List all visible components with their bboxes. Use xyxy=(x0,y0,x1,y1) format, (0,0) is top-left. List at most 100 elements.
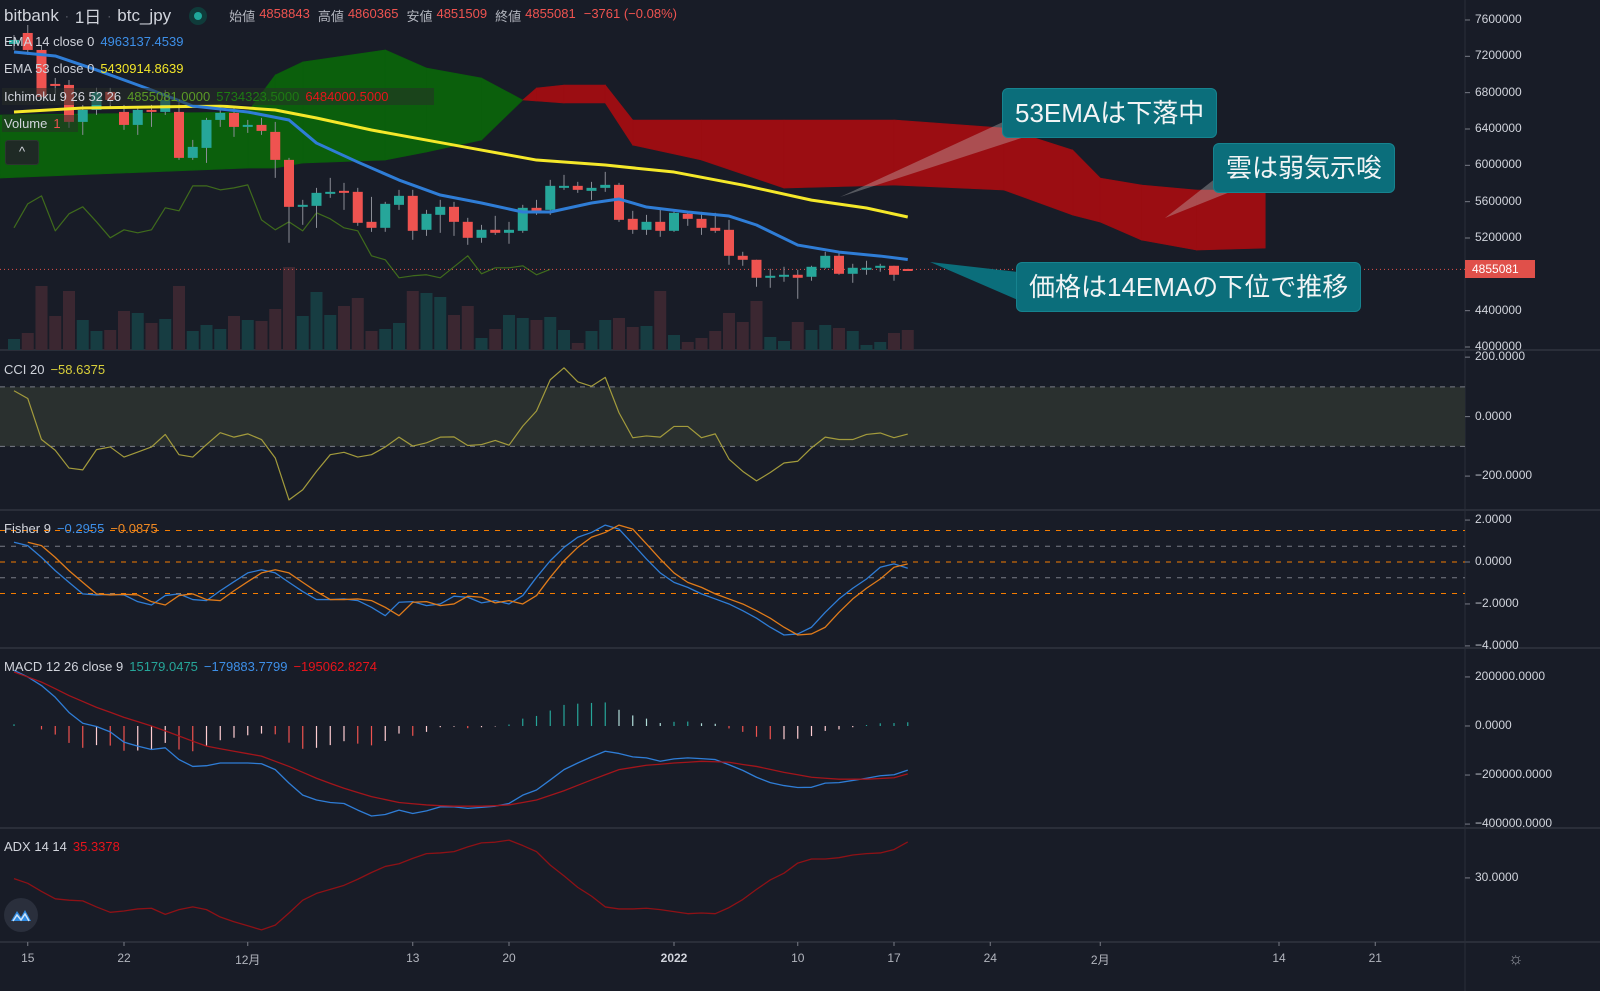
candle-body xyxy=(792,274,803,278)
volume-bar xyxy=(558,330,570,350)
candle-body xyxy=(875,265,886,268)
legend-label: CCI 20 xyxy=(4,362,45,377)
candle-body xyxy=(504,229,514,233)
candle-body xyxy=(256,124,267,131)
adx-axis-label: 30.0000 xyxy=(1475,869,1519,884)
collapse-legend-button[interactable]: ^ xyxy=(5,140,39,165)
volume-bar xyxy=(833,328,845,350)
legend-value: −179883.7799 xyxy=(203,659,288,674)
legend-value: −195062.8274 xyxy=(293,659,377,674)
candle-body xyxy=(559,185,569,188)
legend-ema14[interactable]: EMA 14 close 0 4963137.4539 xyxy=(4,34,189,49)
volume-bar xyxy=(393,323,405,350)
legend-value: −0.0875 xyxy=(110,521,158,536)
fisher-axis-label: 0.0000 xyxy=(1475,554,1512,568)
candle-body xyxy=(339,190,349,193)
callout-ema53[interactable]: 53EMAは下落中 xyxy=(1002,88,1218,138)
volume-bar xyxy=(255,321,268,350)
candle-body xyxy=(696,218,707,228)
candle-body xyxy=(737,255,748,260)
legend-label: Fisher 9 xyxy=(4,521,51,536)
candle-body xyxy=(421,213,432,230)
cci-axis-label: 200.0000 xyxy=(1475,349,1526,364)
volume-bar xyxy=(8,339,20,350)
legend-adx[interactable]: ADX 14 14 35.3378 xyxy=(4,839,126,854)
candle-body xyxy=(600,184,611,188)
macd-axis-label: 200000.0000 xyxy=(1475,668,1546,683)
volume-bar xyxy=(159,319,172,350)
interval[interactable]: 1日 xyxy=(74,8,102,27)
volume-bar xyxy=(406,291,419,350)
legend-volume[interactable]: Volume 1 xyxy=(2,115,78,132)
time-axis-label: 17 xyxy=(887,951,901,965)
candle-body xyxy=(297,204,308,207)
macd-line xyxy=(13,669,908,817)
volume-bar xyxy=(324,315,337,350)
ichimoku-cloud-segment xyxy=(563,84,606,104)
cci-axis-label: 0.0000 xyxy=(1475,408,1512,423)
volume-bar xyxy=(819,325,832,350)
cci-band xyxy=(0,386,1465,447)
legend-value: −58.6375 xyxy=(50,362,106,377)
volume-bar xyxy=(626,327,639,350)
time-axis-label: 24 xyxy=(983,951,997,965)
volume-bar xyxy=(585,331,598,350)
legend-fisher[interactable]: Fisher 9 −0.2955 −0.0875 xyxy=(4,521,164,536)
legend-value: 6484000.5000 xyxy=(305,89,389,104)
candle-body xyxy=(50,83,61,86)
legend-ichimoku[interactable]: Ichimoku 9 26 52 26 4855081.0000 5734323.5… xyxy=(2,88,434,105)
ichimoku-cloud-segment xyxy=(302,49,386,164)
candle-body xyxy=(765,275,776,278)
candle-body xyxy=(36,49,47,97)
candle-body xyxy=(847,267,858,274)
candle-body xyxy=(449,206,459,222)
volume-bar xyxy=(420,293,433,350)
fisher-axis-label: −2.0000 xyxy=(1475,595,1519,610)
volume-bar xyxy=(21,333,34,350)
volume-bar xyxy=(860,345,873,350)
candle-body xyxy=(132,109,143,125)
high-value: 4860365 xyxy=(347,6,399,21)
tradingview-logo-icon[interactable] xyxy=(4,898,38,932)
volume-bar xyxy=(874,342,887,350)
legend-label: Volume xyxy=(4,116,48,131)
volume-bar xyxy=(695,338,708,350)
low-value: 4851509 xyxy=(436,6,488,21)
candle-body xyxy=(311,192,322,206)
volume-bar xyxy=(516,318,529,350)
time-axis-label: 22 xyxy=(117,951,131,965)
macd-signal-line xyxy=(13,671,908,807)
volume-bar xyxy=(228,316,240,350)
callout-pointer xyxy=(840,122,1040,197)
volume-bar xyxy=(131,313,144,350)
volume-bar xyxy=(461,306,474,350)
fisher-line xyxy=(13,524,908,636)
ohlc-readout: 始値 4858843 高値 4860365 安値 4851509 終値 4855081 … xyxy=(229,6,681,25)
cci-line xyxy=(13,367,908,501)
callout-price[interactable]: 価格は14EMAの下位で推移 xyxy=(1016,262,1362,312)
price-axis-label: 6800000 xyxy=(1475,84,1522,99)
volume-bar xyxy=(200,325,213,350)
settings-gear-icon[interactable]: ☼ xyxy=(1508,949,1524,968)
price-axis-label: 6000000 xyxy=(1475,157,1522,172)
volume-bar xyxy=(888,333,900,350)
volume-bar xyxy=(104,330,117,350)
candle-body xyxy=(834,255,844,274)
volume-bar xyxy=(269,309,282,350)
symbol-name[interactable]: btc_jpy xyxy=(117,5,172,25)
legend-value: 15179.0475 xyxy=(129,659,198,674)
volume-bar xyxy=(764,337,777,350)
volume-bar xyxy=(723,313,735,350)
candle-body xyxy=(861,267,872,270)
candle-body xyxy=(380,203,391,228)
candle-body xyxy=(531,207,542,211)
ichimoku-cloud-segment xyxy=(384,49,427,161)
candle-body xyxy=(669,212,679,231)
legend-ema53[interactable]: EMA 53 close 0 5430914.8639 xyxy=(4,61,189,76)
volume-bar xyxy=(241,320,254,350)
legend-macd[interactable]: MACD 12 26 close 9 15179.0475 −179883.7799… xyxy=(4,659,383,674)
callout-cloud[interactable]: 雲は弱気示唆 xyxy=(1213,143,1396,193)
volume-bar xyxy=(434,297,447,350)
symbol-header: bitbank · 1日 · btc_jpy 始値 4858843 高値 48603… xyxy=(4,3,681,28)
legend-cci[interactable]: CCI 20 −58.6375 xyxy=(4,362,111,377)
